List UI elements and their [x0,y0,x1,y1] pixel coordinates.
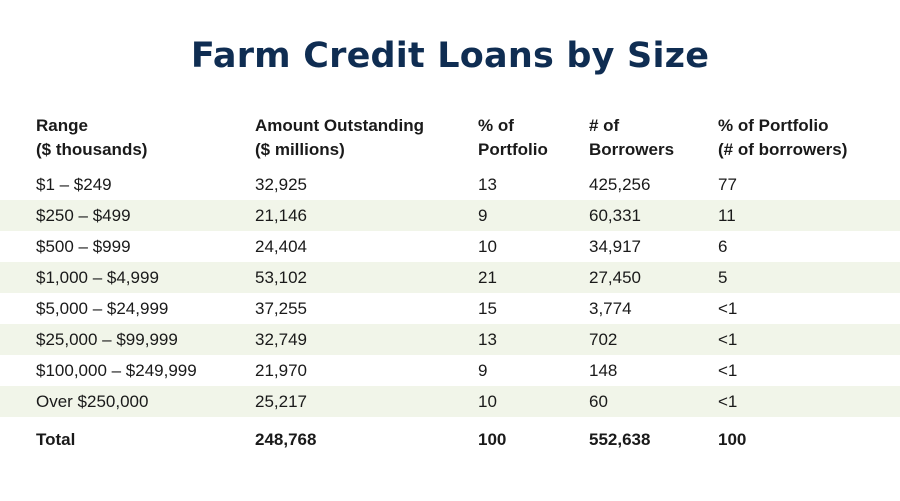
header-line: (# of borrowers) [718,140,848,159]
table-row: $1 – $249 32,925 13 425,256 77 [0,169,900,200]
cell-amount: 24,404 [255,237,307,256]
table-row: $5,000 – $24,999 37,255 15 3,774 <1 [0,293,900,324]
cell-percent: 9 [478,206,488,225]
table-title: Farm Credit Loans by Size [190,36,710,76]
cell-range: $100,000 – $249,999 [36,361,197,380]
header-line: # of [589,116,620,135]
cell-borrowers: 148 [589,361,618,380]
cell-range: Over $250,000 [36,392,149,411]
cell-percent: 13 [478,330,497,349]
header-line: ($ millions) [255,140,345,159]
total-percent-borrowers: 100 [718,430,747,449]
cell-amount: 53,102 [255,268,307,287]
total-percent: 100 [478,430,507,449]
header-line: Portfolio [478,140,548,159]
cell-borrowers: 60,331 [589,206,641,225]
cell-percent: 13 [478,175,497,194]
header-num-borrowers: # of Borrowers [589,114,674,162]
cell-percent-borrowers: <1 [718,392,738,411]
table-row: $500 – $999 24,404 10 34,917 6 [0,231,900,262]
cell-range: $25,000 – $99,999 [36,330,178,349]
cell-percent: 15 [478,299,497,318]
cell-percent-borrowers: 77 [718,175,737,194]
cell-range: $250 – $499 [36,206,131,225]
cell-range: $1,000 – $4,999 [36,268,159,287]
cell-amount: 21,970 [255,361,307,380]
header-range: Range ($ thousands) [36,114,147,162]
cell-amount: 25,217 [255,392,307,411]
cell-borrowers: 3,774 [589,299,632,318]
table-row: $100,000 – $249,999 21,970 9 148 <1 [0,355,900,386]
cell-borrowers: 34,917 [589,237,641,256]
table-header: Range ($ thousands) Amount Outstanding (… [0,114,900,166]
cell-percent: 9 [478,361,488,380]
cell-range: $5,000 – $24,999 [36,299,169,318]
header-line: % of Portfolio [718,116,829,135]
table-row: $250 – $499 21,146 9 60,331 11 [0,200,900,231]
cell-amount: 32,749 [255,330,307,349]
cell-percent: 10 [478,392,497,411]
table-total-row: Total 248,768 100 552,638 100 [0,424,900,455]
cell-percent-borrowers: 6 [718,237,728,256]
header-line: % of [478,116,514,135]
table-row: Over $250,000 25,217 10 60 <1 [0,386,900,417]
cell-borrowers: 702 [589,330,618,349]
cell-range: $500 – $999 [36,237,131,256]
cell-range: $1 – $249 [36,175,112,194]
cell-amount: 37,255 [255,299,307,318]
table-body: $1 – $249 32,925 13 425,256 77 $250 – $4… [0,169,900,417]
total-borrowers: 552,638 [589,430,651,449]
cell-borrowers: 27,450 [589,268,641,287]
header-line: Borrowers [589,140,675,159]
total-label: Total [36,430,76,449]
header-percent-portfolio: % of Portfolio [478,114,548,162]
cell-percent-borrowers: <1 [718,361,738,380]
header-line: Range [36,116,88,135]
table-row: $25,000 – $99,999 32,749 13 702 <1 [0,324,900,355]
cell-borrowers: 60 [589,392,608,411]
header-line: ($ thousands) [36,140,148,159]
table-row: $1,000 – $4,999 53,102 21 27,450 5 [0,262,900,293]
header-line: Amount Outstanding [255,116,425,135]
cell-percent-borrowers: <1 [718,299,738,318]
cell-amount: 32,925 [255,175,307,194]
header-percent-portfolio-borrowers: % of Portfolio (# of borrowers) [718,114,847,162]
cell-percent: 21 [478,268,497,287]
cell-percent-borrowers: 5 [718,268,728,287]
header-amount-outstanding: Amount Outstanding ($ millions) [255,114,424,162]
cell-amount: 21,146 [255,206,307,225]
cell-percent: 10 [478,237,497,256]
cell-percent-borrowers: 11 [718,206,736,225]
total-amount: 248,768 [255,430,317,449]
cell-borrowers: 425,256 [589,175,651,194]
cell-percent-borrowers: <1 [718,330,738,349]
